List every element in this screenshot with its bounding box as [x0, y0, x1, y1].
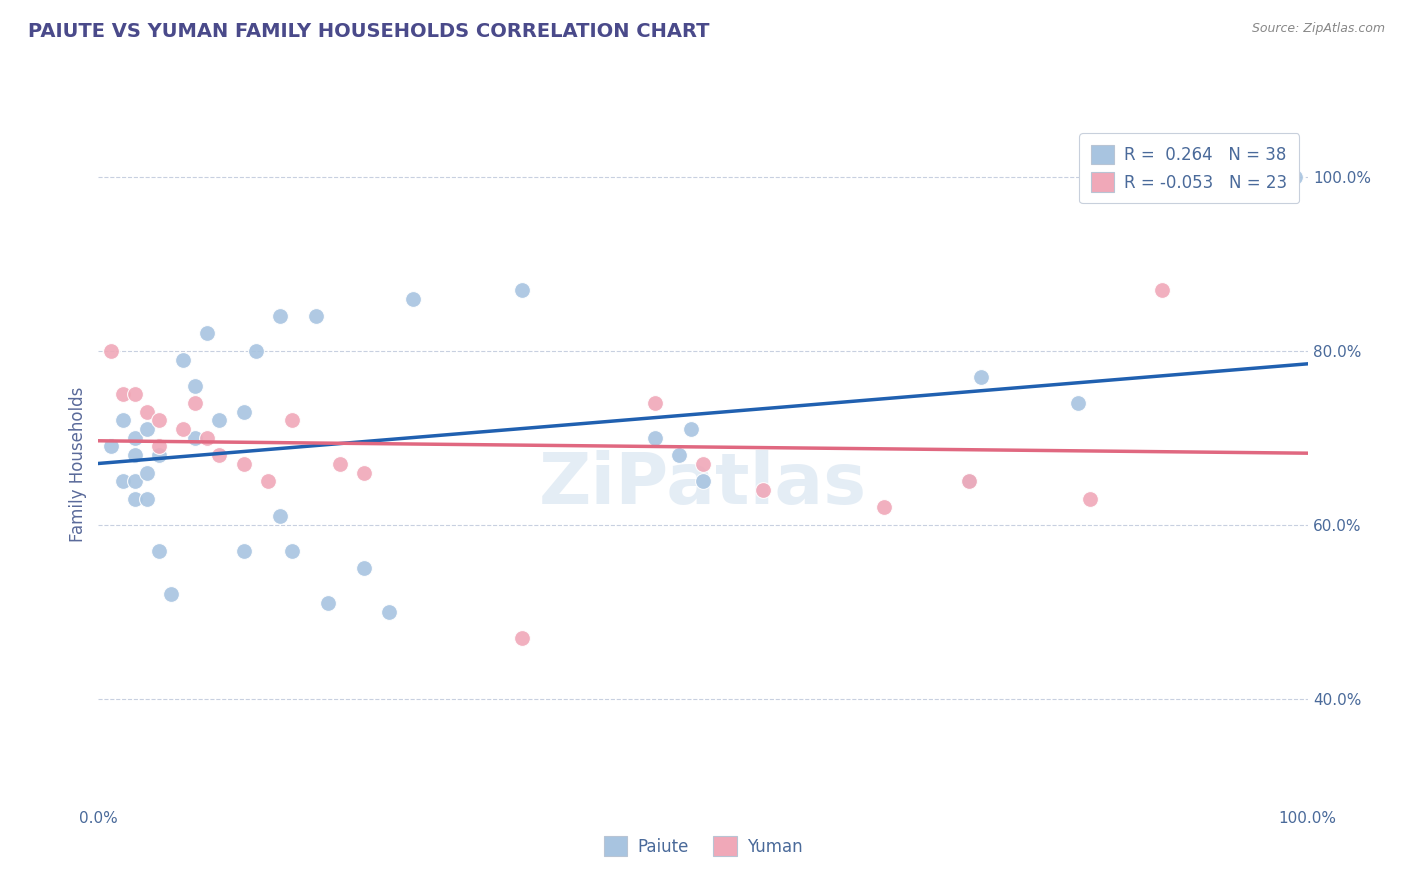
- Point: [644, 431, 666, 445]
- Point: [148, 448, 170, 462]
- Point: [135, 491, 157, 506]
- Point: [679, 422, 702, 436]
- Point: [184, 431, 207, 445]
- Point: [316, 596, 339, 610]
- Point: [281, 413, 304, 427]
- Y-axis label: Family Households: Family Households: [69, 386, 87, 541]
- Point: [353, 561, 375, 575]
- Point: [353, 466, 375, 480]
- Point: [1067, 396, 1090, 410]
- Point: [172, 352, 194, 367]
- Point: [377, 605, 399, 619]
- Point: [269, 508, 291, 523]
- Point: [644, 396, 666, 410]
- Point: [124, 474, 146, 488]
- Legend: Paiute, Yuman: Paiute, Yuman: [598, 830, 808, 863]
- Point: [957, 474, 980, 488]
- Point: [124, 431, 146, 445]
- Point: [195, 431, 218, 445]
- Point: [100, 343, 122, 358]
- Point: [1284, 169, 1306, 184]
- Point: [100, 440, 122, 454]
- Point: [232, 543, 254, 558]
- Point: [111, 413, 134, 427]
- Point: [402, 292, 425, 306]
- Point: [1152, 283, 1174, 297]
- Point: [668, 448, 690, 462]
- Point: [124, 387, 146, 401]
- Point: [148, 413, 170, 427]
- Point: [305, 309, 328, 323]
- Point: [970, 370, 993, 384]
- Point: [208, 413, 231, 427]
- Point: [148, 543, 170, 558]
- Point: [329, 457, 352, 471]
- Point: [510, 631, 533, 645]
- Point: [256, 474, 278, 488]
- Point: [281, 543, 304, 558]
- Point: [135, 405, 157, 419]
- Text: Source: ZipAtlas.com: Source: ZipAtlas.com: [1251, 22, 1385, 36]
- Point: [160, 587, 183, 601]
- Point: [148, 440, 170, 454]
- Point: [692, 474, 714, 488]
- Point: [245, 343, 267, 358]
- Point: [124, 448, 146, 462]
- Point: [510, 283, 533, 297]
- Point: [195, 326, 218, 341]
- Point: [111, 387, 134, 401]
- Point: [124, 491, 146, 506]
- Point: [208, 448, 231, 462]
- Point: [269, 309, 291, 323]
- Text: ZiPatlas: ZiPatlas: [538, 450, 868, 518]
- Point: [957, 474, 980, 488]
- Point: [232, 457, 254, 471]
- Point: [135, 466, 157, 480]
- Point: [692, 457, 714, 471]
- Text: PAIUTE VS YUMAN FAMILY HOUSEHOLDS CORRELATION CHART: PAIUTE VS YUMAN FAMILY HOUSEHOLDS CORREL…: [28, 22, 710, 41]
- Point: [135, 422, 157, 436]
- Point: [873, 500, 896, 515]
- Point: [172, 422, 194, 436]
- Point: [184, 396, 207, 410]
- Point: [1078, 491, 1101, 506]
- Point: [752, 483, 775, 497]
- Point: [111, 474, 134, 488]
- Point: [232, 405, 254, 419]
- Point: [184, 378, 207, 392]
